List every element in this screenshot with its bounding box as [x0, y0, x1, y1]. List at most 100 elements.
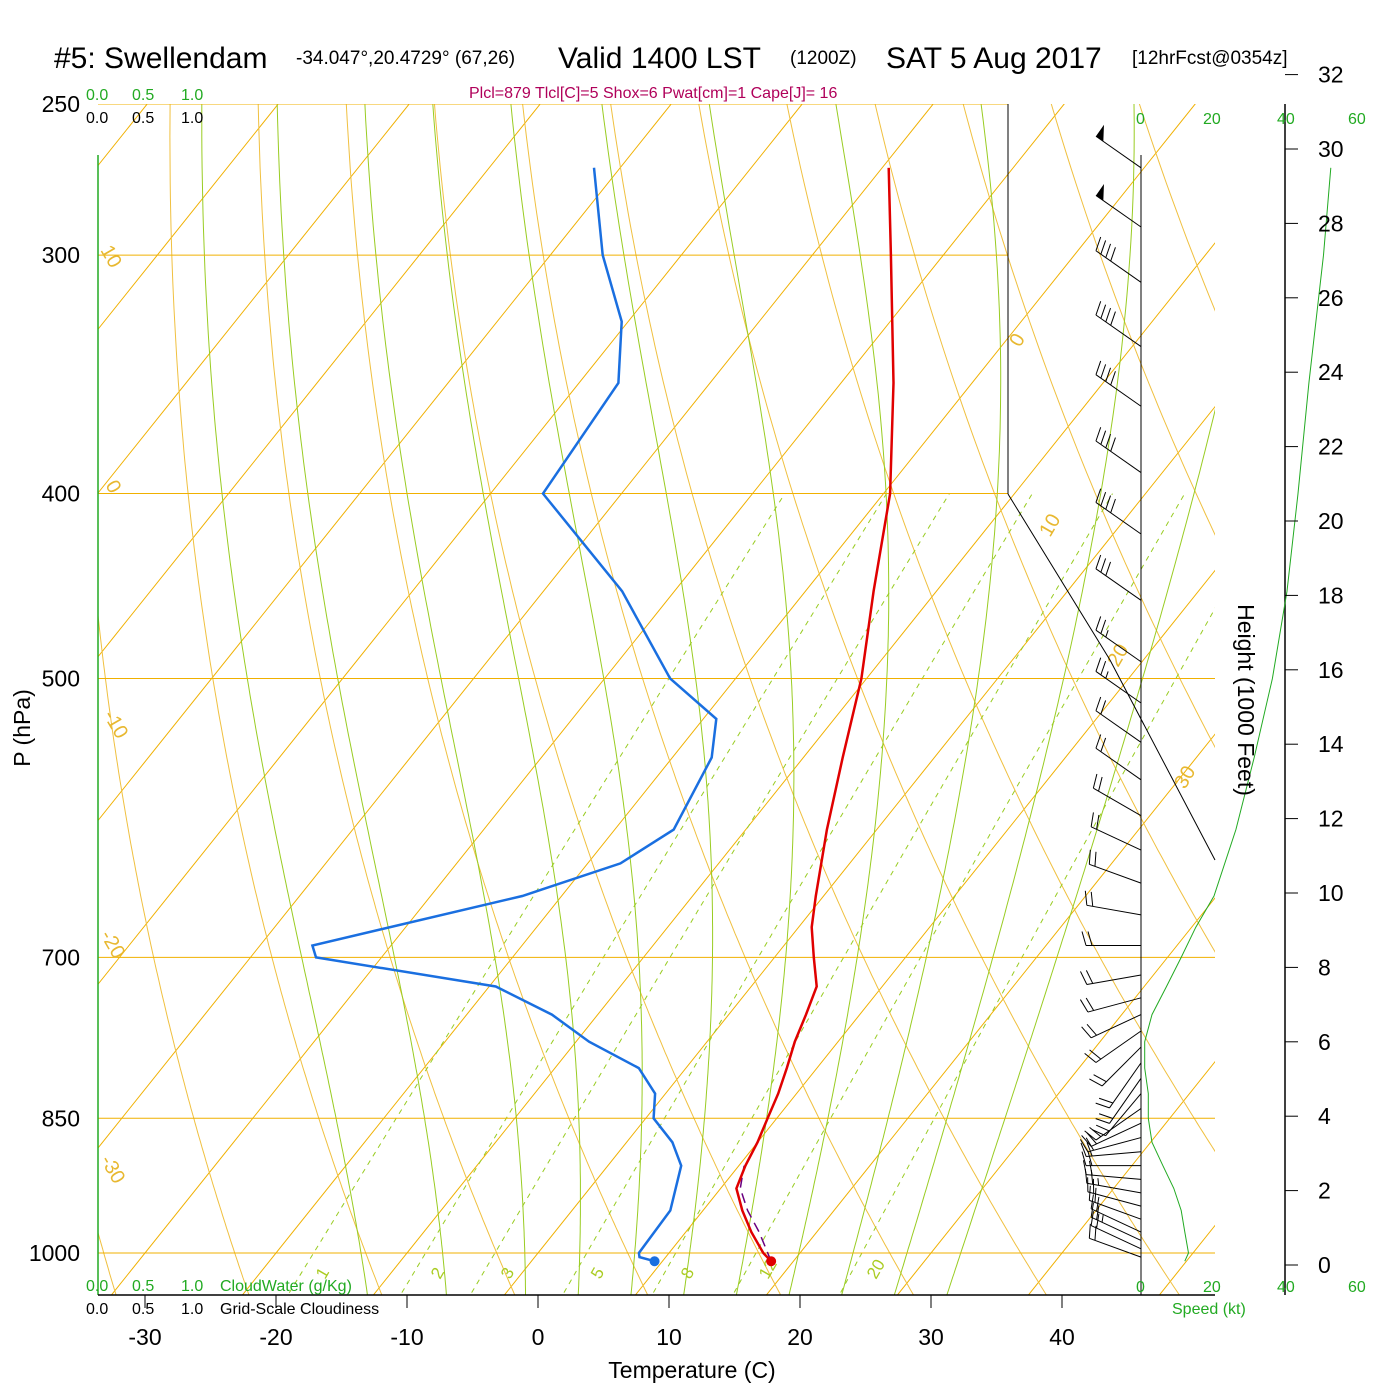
cloud-bottom-black-0: 0.0: [86, 1301, 108, 1318]
wind-barb: [1088, 849, 1142, 884]
barb-full: [1096, 814, 1100, 830]
height-tick-label: 6: [1318, 1029, 1331, 1055]
barb-full: [1098, 1113, 1114, 1119]
speed-bottom-1: 20: [1203, 1279, 1221, 1296]
barb-full: [1094, 851, 1097, 867]
cloud-bottom-black-1: 0.5: [132, 1301, 154, 1318]
barb-staff: [1086, 1174, 1142, 1180]
wind-barb: [1095, 1078, 1142, 1124]
barb-staff: [1089, 1199, 1142, 1220]
moist-adiabat-line: [708, 104, 795, 1295]
barb-full: [1095, 554, 1102, 569]
wind-barb: [1092, 773, 1142, 817]
cloud-top-green-0: 0.0: [86, 87, 108, 104]
barb-staff: [1090, 1014, 1142, 1039]
barb-full: [1081, 1151, 1087, 1166]
cloudwater-label: CloudWater (g/Kg): [220, 1278, 352, 1295]
barb-full: [1079, 1139, 1089, 1153]
speed-top-2: 40: [1277, 111, 1295, 128]
dry-adiabat-line: [874, 104, 1215, 953]
barb-staff: [1095, 314, 1142, 347]
barb-full: [1096, 1124, 1110, 1132]
barb-full: [1100, 491, 1107, 507]
moist-adiabat-line: [946, 408, 1215, 1295]
barb-full: [1100, 304, 1107, 319]
temperature-line: [735, 167, 895, 1263]
mixing-ratio-line: [651, 493, 1113, 1295]
barb-full: [1110, 371, 1116, 386]
barb-full: [1095, 301, 1102, 316]
y-axis-label: P (hPa): [9, 689, 35, 767]
barb-full: [1105, 495, 1112, 510]
barb-full: [1087, 1151, 1093, 1166]
wind-barb: [1082, 1160, 1142, 1180]
barb-staff: [1095, 502, 1142, 535]
wind-barb: [1095, 1062, 1142, 1109]
isotherm-line: [98, 104, 672, 822]
height-tick-label: 26: [1318, 285, 1344, 311]
isotherm-line: [1027, 1060, 1215, 1295]
barb-full: [1092, 773, 1098, 789]
wind-barb: [1084, 1108, 1142, 1141]
barb-full: [1110, 311, 1116, 326]
barb-full: [1110, 247, 1116, 262]
barb-full: [1105, 307, 1112, 323]
wind-barb: [1095, 616, 1142, 663]
mixing-ratio-line: [399, 493, 887, 1295]
barb-half: [1101, 1215, 1104, 1223]
barb-staff: [1089, 863, 1142, 884]
x-tick-label: 30: [918, 1324, 944, 1350]
wind-barb: [1079, 997, 1142, 1013]
isotherm-label: 30: [1170, 762, 1200, 792]
barb-full: [1088, 1223, 1091, 1239]
height-tick-label: 30: [1318, 136, 1344, 162]
p-tick-label: 1000: [29, 1240, 80, 1266]
barb-staff: [1087, 997, 1142, 1013]
mixing-ratio-label: 20: [863, 1256, 889, 1282]
cloud-top-green-2: 1.0: [181, 87, 203, 104]
isotherm-line: [98, 104, 541, 658]
wind-barb: [1089, 1046, 1142, 1087]
title-valid: Valid 1400 LST: [558, 42, 761, 75]
title-date: SAT 5 Aug 2017: [886, 42, 1102, 75]
barb-full: [1096, 1205, 1100, 1220]
p-tick-label: 300: [42, 242, 80, 268]
surface-temperature-dot: [766, 1256, 777, 1267]
barb-staff: [1095, 374, 1142, 407]
parcel-line: [739, 1165, 772, 1262]
cloud-scale-bottom: 0.0 0.5 1.0 CloudWater (g/Kg) 0.0 0.5 1.…: [86, 1278, 379, 1318]
isotherm-line: [765, 733, 1215, 1295]
x-tick-label: -30: [128, 1324, 161, 1350]
wind-barbs: [1079, 124, 1142, 1258]
mixing-ratio-line: [838, 607, 1215, 1295]
barb-full: [1095, 1102, 1110, 1109]
moist-adiabat-line: [510, 104, 643, 1295]
barb-full: [1110, 498, 1116, 513]
isotherm-line: [98, 104, 279, 331]
cloud-bottom-green-1: 0.5: [132, 1278, 154, 1295]
wind-barb: [1079, 1137, 1142, 1153]
speed-bottom-3: 60: [1348, 1279, 1366, 1296]
barb-full: [1080, 971, 1088, 985]
wind-barb: [1095, 301, 1142, 347]
wind-barb: [1088, 1185, 1142, 1220]
mixing-ratio-line: [732, 493, 1186, 1295]
barb-half: [1097, 1178, 1100, 1186]
barb-full: [1098, 776, 1103, 792]
barb-full: [1095, 427, 1102, 442]
title-utc: (1200Z): [790, 48, 857, 69]
isotherm-label: 10: [1035, 510, 1065, 540]
wind-barb: [1095, 183, 1142, 228]
wind-barb: [1081, 1014, 1142, 1039]
wind-barb: [1090, 1202, 1142, 1241]
wind-barb: [1087, 1177, 1142, 1207]
dry-adiabat-line: [98, 610, 250, 1295]
barb-full: [1086, 1023, 1097, 1036]
dry-adiabat-line: [962, 104, 1215, 749]
barb-half: [1105, 630, 1109, 638]
moist-adiabat-line: [201, 104, 368, 1295]
barb-staff: [1086, 1151, 1142, 1158]
barb-staff: [1089, 1237, 1142, 1258]
height-axis-label: Height (1000 Feet): [1233, 604, 1259, 796]
